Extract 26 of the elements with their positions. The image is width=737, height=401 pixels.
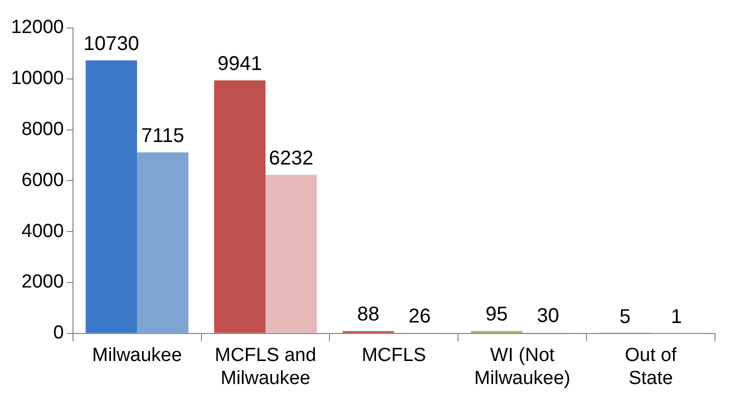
y-tick-label: 4000	[22, 220, 64, 242]
bar	[86, 60, 138, 333]
y-tick-label: 10000	[10, 68, 64, 90]
data-label: 30	[536, 305, 560, 328]
data-label: 88	[357, 304, 380, 326]
data-label: 10730	[84, 32, 140, 55]
data-label: 7115	[141, 124, 184, 147]
data-label: 1	[670, 306, 682, 328]
bar	[265, 174, 317, 333]
data-label: 9941	[218, 52, 262, 75]
y-tick-label: 12000	[10, 17, 64, 38]
data-label: 26	[408, 305, 431, 328]
bar	[137, 152, 188, 333]
y-tick-label: 8000	[22, 119, 64, 140]
x-tick-label: Milwaukee	[92, 345, 182, 366]
data-label: 6232	[268, 147, 314, 170]
y-tick-label: 2000	[22, 272, 64, 293]
y-tick-label: 0	[53, 322, 64, 344]
x-tick-label: WI (Not Milwaukee)	[474, 345, 570, 389]
x-tick-label: MCFLS	[362, 345, 426, 366]
x-tick-label: MCFLS and Milwaukee	[214, 345, 316, 389]
bar	[214, 80, 266, 333]
y-tick-label: 6000	[22, 170, 64, 191]
x-tick-label: Out of State	[624, 345, 678, 389]
data-label: 5	[620, 306, 631, 328]
data-label: 95	[486, 304, 508, 326]
